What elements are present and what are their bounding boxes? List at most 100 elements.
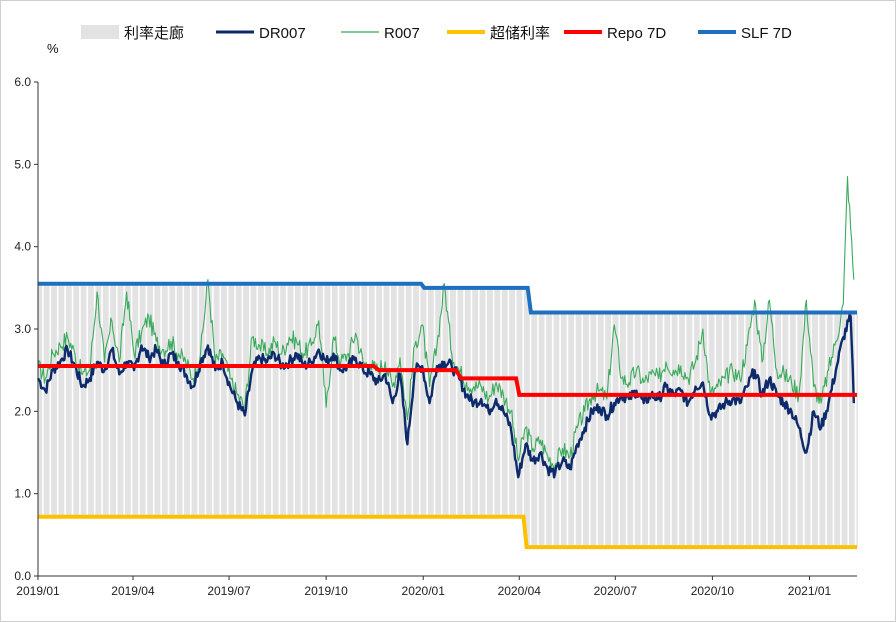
corridor-bar: [436, 287, 438, 517]
corridor-bar: [331, 283, 334, 517]
corridor-bar: [232, 283, 235, 517]
y-tick-label: 0.0: [14, 569, 31, 583]
corridor-bar: [733, 312, 736, 548]
legend-item-ioer: 超储利率: [447, 25, 550, 42]
corridor-bar: [624, 312, 626, 548]
corridor-bar: [775, 312, 777, 548]
corridor-bar: [454, 287, 456, 517]
corridor-bar: [254, 283, 257, 517]
corridor-bar: [172, 283, 175, 517]
corridor-bar: [170, 283, 172, 517]
corridor-bar: [519, 287, 522, 517]
corridor-bar: [689, 312, 692, 548]
corridor-bar: [629, 312, 632, 548]
corridor-bar: [225, 283, 227, 517]
corridor-bar: [362, 283, 365, 517]
corridor-bar: [446, 287, 449, 517]
corridor-bar: [635, 312, 638, 548]
corridor-bar: [385, 283, 388, 517]
y-tick-label: 2.0: [14, 404, 31, 418]
corridor-bar: [299, 283, 301, 517]
corridor-bar: [92, 283, 94, 517]
corridor-bar: [674, 312, 677, 548]
corridor-bar: [621, 312, 623, 548]
corridor-bar: [698, 312, 700, 548]
corridor-bar: [827, 312, 830, 548]
corridor-bar: [304, 283, 307, 517]
corridor-bar: [251, 283, 254, 517]
corridor-bar: [180, 283, 183, 517]
legend-item-slf7d: SLF 7D: [698, 25, 792, 42]
x-tick-label: 2019/07: [207, 584, 251, 598]
corridor-bar: [630, 312, 633, 548]
legend-label: SLF 7D: [741, 25, 792, 42]
corridor-bar: [570, 312, 572, 548]
corridor-bar: [416, 283, 418, 517]
corridor-bar: [822, 312, 825, 548]
corridor-bar: [437, 287, 439, 517]
corridor-bar: [776, 312, 778, 548]
corridor-bar: [343, 283, 346, 517]
corridor-bar: [266, 283, 269, 517]
corridor-bar: [355, 283, 357, 517]
corridor-bar: [752, 312, 755, 548]
corridor-bar: [542, 312, 545, 548]
corridor-bar: [541, 312, 544, 548]
corridor-bar: [45, 283, 48, 517]
corridor-bar: [98, 283, 101, 517]
corridor-bar: [763, 312, 766, 548]
corridor-bar: [468, 287, 470, 517]
corridor-bar: [147, 283, 149, 517]
corridor-bar: [40, 283, 43, 517]
corridor-bar: [725, 312, 728, 548]
legend-swatch: [81, 25, 119, 39]
corridor-bar: [757, 312, 759, 548]
corridor-bar: [464, 287, 467, 517]
corridor-bar: [383, 283, 386, 517]
x-tick-label: 2021/01: [788, 584, 832, 598]
corridor-bar: [634, 312, 637, 548]
corridor-bar: [340, 283, 342, 517]
corridor-bar: [303, 283, 305, 517]
legend-item-repo7d: Repo 7D: [564, 25, 666, 42]
corridor-bar: [215, 283, 218, 517]
corridor-bar: [598, 312, 601, 548]
corridor-bar: [806, 312, 809, 548]
corridor-bar: [821, 312, 824, 548]
corridor-bar: [483, 287, 486, 517]
corridor-bar: [512, 287, 514, 517]
corridor-bar: [203, 283, 205, 517]
series-layer: [36, 176, 857, 550]
corridor-bar: [210, 283, 213, 517]
corridor-bar: [421, 285, 424, 517]
corridor-bar: [221, 283, 223, 517]
corridor-bar: [525, 287, 527, 538]
corridor-bar: [835, 312, 837, 548]
corridor-bar: [333, 283, 336, 517]
corridor-bar: [309, 283, 312, 517]
corridor-bar: [287, 283, 290, 517]
corridor-bar: [363, 283, 366, 517]
corridor-bar: [740, 312, 742, 548]
corridor-bar: [444, 287, 447, 517]
corridor-bar: [443, 287, 446, 517]
corridor-bar: [482, 287, 485, 517]
corridor-bar: [151, 283, 153, 517]
corridor-bar: [815, 312, 817, 548]
corridor-bar: [838, 312, 841, 548]
legend-item-corridor: 利率走廊: [81, 25, 184, 42]
corridor-bar: [770, 312, 773, 548]
corridor-bar: [527, 287, 529, 548]
series-ioer-line: [38, 514, 857, 550]
corridor-bar: [43, 283, 46, 517]
corridor-bar: [741, 312, 743, 548]
corridor-bar: [651, 312, 654, 548]
corridor-bar: [771, 312, 774, 548]
corridor-bar: [195, 283, 198, 517]
corridor-bar: [568, 312, 570, 548]
corridor-bar: [731, 312, 734, 548]
corridor-bar: [95, 283, 98, 517]
corridor-bar: [619, 312, 622, 548]
corridor-bar: [47, 283, 50, 517]
corridor-bar: [513, 287, 515, 517]
